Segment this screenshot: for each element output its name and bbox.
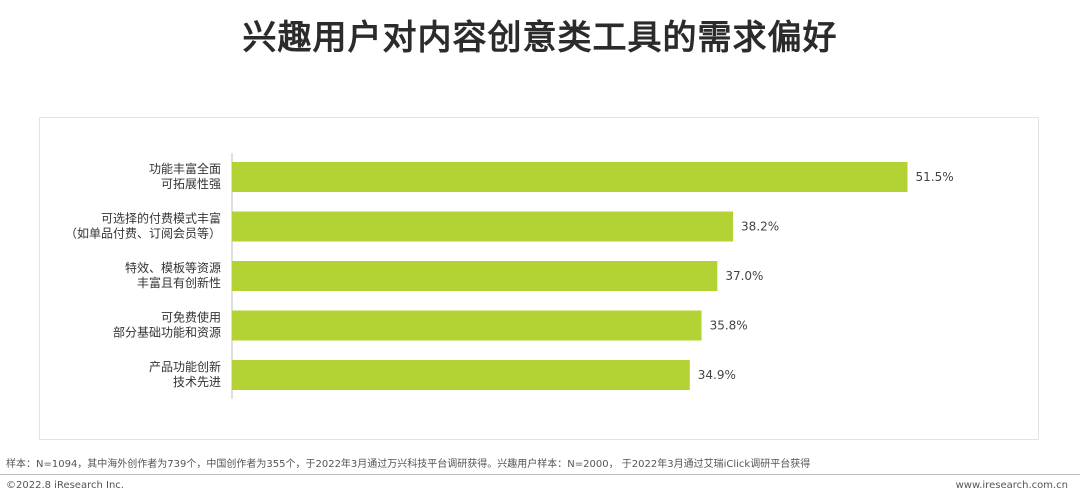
category-label-line: 可免费使用 [161,310,221,325]
category-label-line: （如单品付费、订阅会员等） [65,226,221,241]
category-label-line: 技术先进 [173,375,221,389]
sample-note: 样本：N=1094，其中海外创作者为739个，中国创作者为355个，于2022年… [6,459,811,470]
copyright-text: ©2022.8 iResearch Inc. [6,480,124,491]
footer-divider [0,474,1080,475]
category-label-line: 功能丰富全面 [149,161,221,176]
website-text: www.iresearch.com.cn [955,480,1068,491]
data-label-1: 51.5% [916,170,954,184]
category-label-line: 特效、模板等资源 [125,260,221,275]
bar-2 [232,211,734,242]
bar-chart: 51.5% 功能丰富全面可拓展性强 38.2% 可选择的付费模式丰富（如单品付费、订阅… [65,153,954,399]
data-label-5: 34.9% [698,368,736,382]
bar-1 [232,162,908,192]
data-label-3: 37.0% [725,269,763,283]
bar-3 [232,261,718,291]
category-label-line: 可选择的付费模式丰富 [101,211,221,226]
data-label-2: 38.2% [741,220,779,234]
category-label-line: 丰富且有创新性 [137,275,221,290]
category-label-1: 功能丰富全面可拓展性强 [149,161,221,191]
category-label-4: 可免费使用部分基础功能和资源 [113,310,221,340]
page-title: 兴趣用户对内容创意类工具的需求偏好 [242,18,838,58]
category-label-line: 产品功能创新 [149,359,221,374]
category-label-3: 特效、模板等资源丰富且有创新性 [125,260,221,290]
bar-5 [232,360,690,390]
category-label-line: 可拓展性强 [161,177,221,191]
bar-4 [232,310,702,341]
data-label-4: 35.8% [710,319,748,333]
category-label-2: 可选择的付费模式丰富（如单品付费、订阅会员等） [65,211,221,241]
category-label-5: 产品功能创新技术先进 [149,359,221,389]
category-label-line: 部分基础功能和资源 [113,325,221,340]
